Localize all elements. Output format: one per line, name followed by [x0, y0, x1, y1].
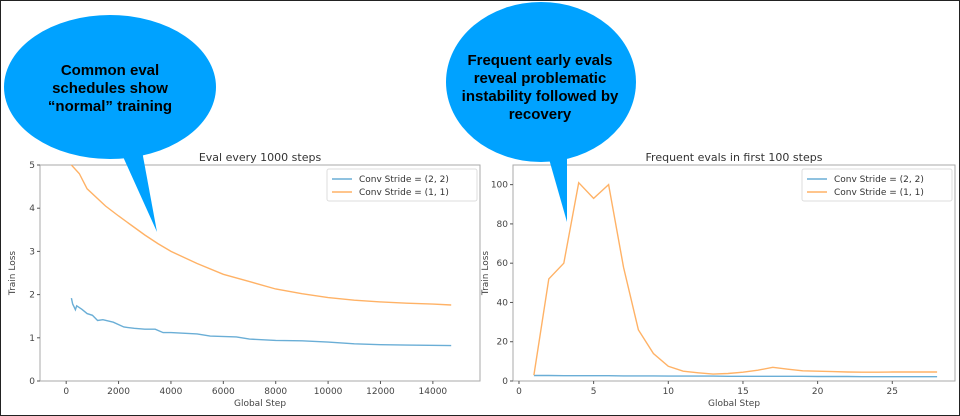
y-tick-label: 100: [491, 181, 508, 191]
callout-line: Frequent early evals: [467, 52, 613, 69]
callout-line: schedules show: [52, 80, 168, 97]
x-tick-label: 0: [516, 387, 522, 397]
x-axis-label: Global Step: [708, 399, 760, 409]
x-tick-label: 20: [812, 387, 824, 397]
y-tick-label: 3: [29, 247, 35, 257]
y-tick-label: 4: [29, 204, 35, 214]
axes-frame: [39, 164, 481, 382]
x-tick-label: 15: [737, 387, 748, 397]
y-tick-label: 0: [502, 377, 508, 387]
y-axis-label: Train Loss: [481, 251, 491, 297]
x-tick-label: 12000: [366, 387, 395, 397]
callout-bubble-right: [446, 2, 636, 162]
x-tick-label: 14000: [419, 387, 448, 397]
x-tick-label: 0: [63, 387, 69, 397]
x-tick-label: 8000: [264, 387, 287, 397]
legend: [326, 168, 478, 202]
x-tick-label: 10000: [314, 387, 343, 397]
legend: [801, 168, 953, 202]
x-tick-label: 2000: [107, 387, 130, 397]
y-tick-label: 60: [497, 259, 509, 269]
y-tick-label: 80: [497, 220, 509, 230]
legend-label: Conv Stride = (2, 2): [359, 175, 449, 185]
y-tick-label: 0: [29, 377, 35, 387]
x-tick-label: 10: [663, 387, 675, 397]
x-tick-label: 25: [887, 387, 898, 397]
y-tick-label: 5: [29, 161, 35, 171]
callout-line: reveal problematic: [473, 70, 607, 87]
series-line-1: [70, 297, 452, 347]
chart-title: Frequent evals in first 100 steps: [646, 151, 823, 164]
x-tick-label: 6000: [212, 387, 235, 397]
callout-tail-left: [120, 140, 157, 232]
y-tick-label: 20: [497, 338, 509, 348]
legend-label: Conv Stride = (1, 1): [834, 188, 924, 198]
callout-line: instability followed by: [461, 88, 619, 105]
series-line-2: [533, 181, 938, 376]
callout-line: Common eval: [60, 62, 160, 79]
x-tick-label: 4000: [159, 387, 182, 397]
y-axis-label: Train Loss: [8, 251, 18, 297]
y-tick-label: 1: [29, 334, 35, 344]
x-tick-label: 5: [591, 387, 597, 397]
callout-line: “normal” training: [47, 98, 173, 115]
callout-line: recovery: [508, 106, 572, 123]
series-line-2: [70, 164, 452, 306]
callout-text-left: Common eval schedules show “normal” trai…: [15, 62, 205, 116]
y-tick-label: 40: [497, 298, 509, 308]
chart-2: Frequent evals in first 100 steps 0 5 10 15 2…: [481, 151, 956, 409]
y-tick-label: 2: [29, 291, 35, 301]
legend-label: Conv Stride = (2, 2): [834, 175, 924, 185]
x-axis-label: Global Step: [234, 399, 286, 409]
axes-frame: [512, 164, 956, 382]
legend-label: Conv Stride = (1, 1): [359, 188, 449, 198]
callout-bubble-left: [4, 15, 216, 159]
chart-title: Eval every 1000 steps: [199, 151, 322, 164]
callout-text-right: Frequent early evals reveal problematic …: [440, 52, 640, 124]
series-line-1: [533, 374, 938, 378]
